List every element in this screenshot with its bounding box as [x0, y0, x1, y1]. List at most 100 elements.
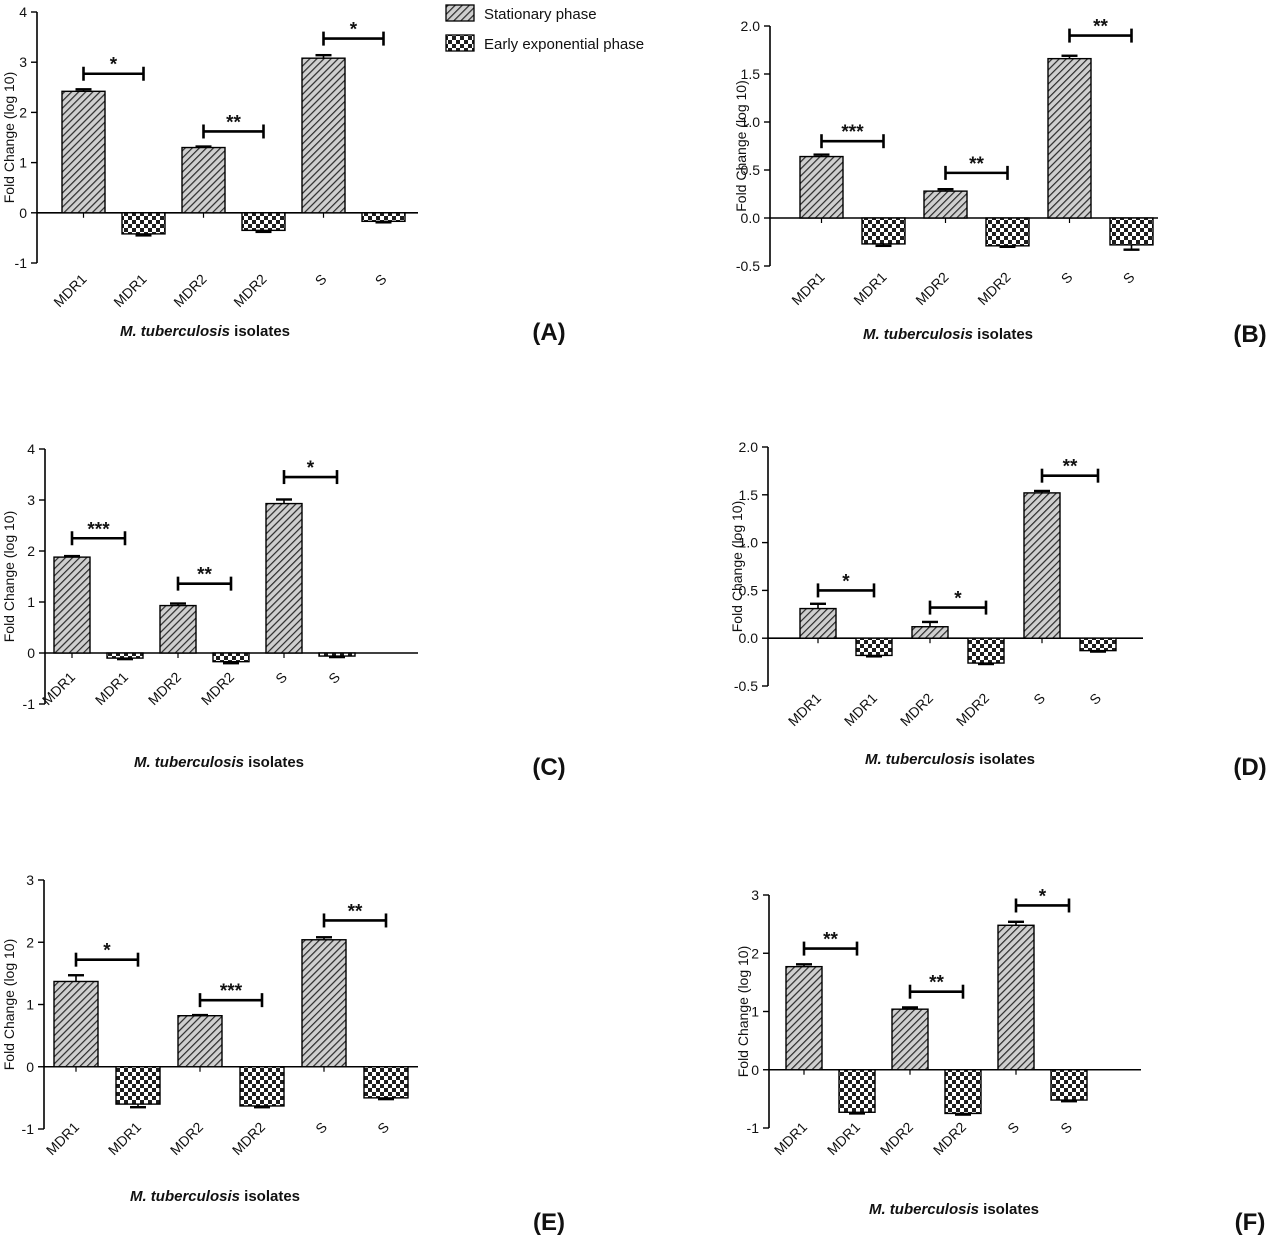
significance-label: ** [348, 901, 363, 922]
x-axis-title-suffix: isolates [244, 754, 304, 771]
category-label: S [312, 271, 330, 289]
y-tick-label: 0 [19, 205, 27, 221]
y-tick-label: 4 [19, 4, 27, 20]
y-tick-label: 2 [751, 945, 759, 961]
bar-stationary [53, 980, 99, 1068]
bar-stationary [181, 146, 226, 214]
bar-stationary [53, 556, 91, 654]
y-tick-label: 3 [19, 54, 27, 70]
x-axis-title-species: M. tuberculosis [863, 326, 973, 343]
significance-label: * [350, 20, 358, 41]
y-tick-label: 1 [26, 997, 34, 1013]
category-label: MDR1 [788, 269, 828, 309]
bar-early [115, 1066, 161, 1105]
bar-early [1079, 637, 1117, 652]
significance-label: * [1039, 886, 1047, 907]
significance-label: ** [1093, 17, 1108, 38]
category-label: MDR2 [877, 1119, 917, 1159]
significance-label: ** [226, 112, 241, 133]
significance-label: * [307, 458, 315, 479]
panel-label: (B) [1233, 321, 1266, 348]
panel-label: (A) [532, 319, 565, 346]
category-label: MDR2 [167, 1119, 207, 1159]
y-tick-label: 2 [27, 543, 35, 559]
y-tick-label: 0.5 [741, 162, 761, 178]
significance-label: * [842, 571, 850, 592]
category-label: S [1030, 690, 1048, 708]
x-axis-title-suffix: isolates [973, 326, 1033, 343]
bar-stationary [785, 965, 823, 1071]
category-label: MDR1 [110, 271, 150, 311]
x-axis-title: M. tuberculosis isolates [869, 1201, 1039, 1218]
y-tick-label: 3 [27, 492, 35, 508]
category-label: MDR1 [771, 1119, 811, 1159]
bar-early [944, 1069, 982, 1115]
y-tick-label: 0 [27, 645, 35, 661]
panel-label: (C) [532, 754, 565, 781]
category-label: S [374, 1119, 392, 1137]
category-label: S [1086, 690, 1104, 708]
bar-stationary [799, 155, 844, 219]
y-tick-label: -1 [22, 1121, 35, 1137]
bar-stationary [997, 924, 1035, 1071]
y-tick-label: 1.0 [741, 114, 761, 130]
y-tick-label: 2.0 [739, 439, 759, 455]
category-label: S [1120, 269, 1138, 287]
bar-early [861, 217, 906, 245]
category-label: MDR1 [43, 1119, 83, 1159]
bar-early [838, 1069, 876, 1113]
bar-early [106, 652, 144, 659]
y-axis-title: Fold Change (log 10) [1, 939, 17, 1071]
y-tick-label: 0.5 [739, 582, 759, 598]
y-axis-title: Fold Change (log 10) [1, 511, 17, 643]
category-label: MDR2 [953, 690, 993, 730]
x-axis-title-species: M. tuberculosis [134, 754, 244, 771]
x-axis-title-species: M. tuberculosis [869, 1201, 979, 1218]
bar-stationary [177, 1015, 223, 1068]
legend-label-stationary: Stationary phase [484, 6, 597, 23]
bar-stationary [301, 939, 347, 1068]
legend-label-early: Early exponential phase [484, 36, 644, 53]
y-tick-label: 2 [19, 104, 27, 120]
y-tick-label: -0.5 [736, 258, 760, 274]
bar-stationary [301, 57, 346, 214]
bar-stationary [61, 90, 106, 214]
category-label: MDR1 [841, 690, 881, 730]
y-axis-title: Fold Change (log 10) [733, 80, 749, 212]
bar-stationary [1023, 492, 1061, 639]
y-tick-label: 1 [19, 155, 27, 171]
bar-early [121, 212, 166, 235]
category-label: S [1057, 1119, 1075, 1137]
y-tick-label: -1 [747, 1120, 760, 1136]
bar-stationary [911, 626, 949, 639]
category-label: MDR1 [50, 271, 90, 311]
panel-label: (E) [533, 1209, 565, 1236]
x-axis-title: M. tuberculosis isolates [120, 323, 290, 340]
category-label: S [312, 1119, 330, 1137]
significance-label: * [103, 941, 111, 962]
y-tick-label: 1.5 [741, 66, 761, 82]
y-tick-label: -1 [23, 696, 36, 712]
bar-early [1109, 217, 1154, 246]
bar-stationary [799, 607, 837, 639]
y-axis-title: Fold Change (log 10) [729, 501, 745, 633]
x-axis-title: M. tuberculosis isolates [130, 1188, 300, 1205]
significance-label: ** [197, 565, 212, 586]
category-label: MDR1 [824, 1119, 864, 1159]
y-tick-label: 3 [26, 872, 34, 888]
bar-stationary [265, 502, 303, 654]
x-axis-title-suffix: isolates [979, 1201, 1039, 1218]
y-tick-label: 4 [27, 441, 35, 457]
bar-early [967, 637, 1005, 664]
bar-early [363, 1066, 409, 1099]
category-label: S [1004, 1119, 1022, 1137]
y-tick-label: 1 [27, 594, 35, 610]
y-tick-label: 3 [751, 887, 759, 903]
